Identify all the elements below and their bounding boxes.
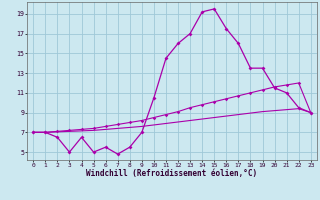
X-axis label: Windchill (Refroidissement éolien,°C): Windchill (Refroidissement éolien,°C) xyxy=(86,169,258,178)
